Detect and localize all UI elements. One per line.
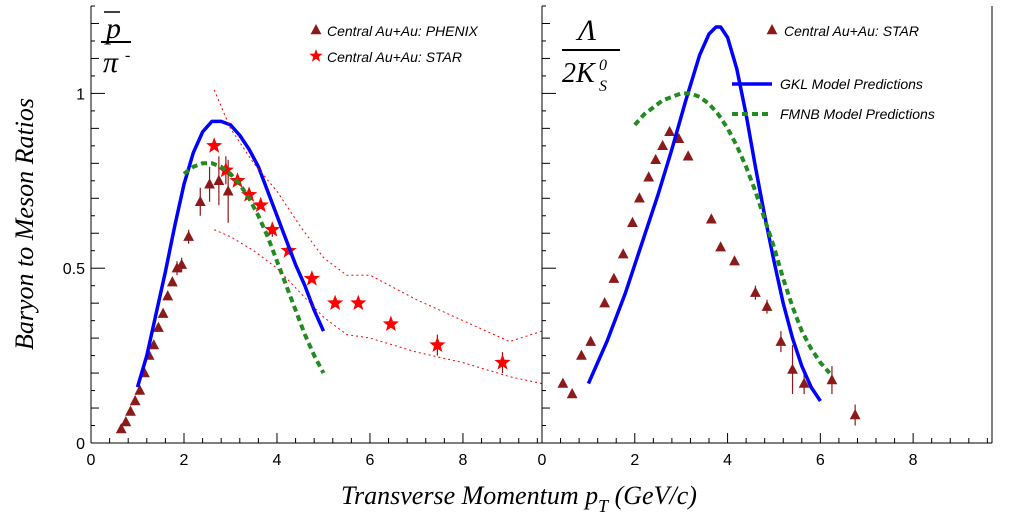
legend-star-au-marker [766,24,778,35]
right-triangle-point [750,286,761,297]
legends: Central Au+Au: PHENIX Central Au+Au: STAR… [309,23,935,122]
left-x-tick-label: 6 [366,452,375,469]
left-triangle-point [129,395,141,406]
right-triangle-point [682,150,694,161]
right-x-tick-label: 0 [538,452,547,469]
right-triangle-point [775,335,787,346]
left-star-point [350,294,367,310]
right-triangle-point [599,297,611,308]
right-x-tick-label: 6 [816,452,825,469]
left-star-point [252,196,269,213]
ratio-numerator: p [104,12,121,45]
left-star-point [327,294,344,310]
left-triangle-point [213,174,225,185]
x-axis-title: Transverse Momentum pT (GeV/c) [341,481,697,516]
legend-phenix-label: Central Au+Au: PHENIX [327,23,478,39]
left-triangle-point [115,423,127,434]
left-triangle-point [194,195,206,206]
ratio-denominator: 2K [562,58,596,89]
left-star-point [264,221,281,237]
left-star-point [382,315,399,331]
right-x-tick-label: 8 [909,452,918,469]
legend-phenix-marker [310,24,322,35]
right-triangle-point [627,216,638,227]
right-triangle-point [729,255,740,266]
left-y-tick-label: 1 [76,86,85,103]
right-triangle-point [650,153,662,165]
left-triangle-point [153,321,164,332]
right-triangle-point [576,349,587,360]
legend-star-label: Central Au+Au: STAR [327,49,462,65]
left-y-tick-label: 0.5 [63,261,85,278]
ratio-denominator: π [103,46,119,79]
ratio-denominator-sub: S [599,78,607,95]
ratio-denominator-sup: 0 [599,57,607,74]
left-triangle-point [166,276,178,287]
right-triangle-point [557,377,569,388]
right-triangle-point [608,272,620,283]
left-systematic-band-line [214,229,543,385]
left-triangle-point [148,339,160,350]
left-panel: 0 2 4 6 8 0 0.5 1 pπ - [63,5,543,469]
legend-gkl-label: GKL Model Predictions [780,76,923,92]
right-panel: 0 2 4 6 8 Λ 2K S 0 [538,5,993,469]
left-triangle-point [125,405,136,416]
left-star-point [217,161,234,178]
right-triangle-point [617,248,629,259]
ratio-numerator: Λ [575,14,596,47]
legend-star-au-label: Central Au+Au: STAR [784,23,919,39]
left-triangle-point [134,384,146,395]
left-ratio-label: pπ - [101,11,131,79]
right-triangle-point [798,377,810,388]
left-star-point [429,336,446,352]
left-x-tick-label: 4 [273,452,282,469]
left-triangle-point [120,416,132,427]
right-gkl-curve [586,25,822,402]
left-triangle-point [183,230,195,241]
left-triangle-point [171,262,183,273]
left-triangle-point [162,290,174,301]
right-triangle-point [634,192,645,203]
right-triangle-point [585,335,597,346]
left-triangle-point [204,178,215,189]
right-triangle-point [664,125,675,137]
right-x-tick-label: 2 [630,452,639,469]
axis-titles: Transverse Momentum pT (GeV/c) Baryon to … [10,98,697,516]
legend-star-marker [309,49,323,62]
right-triangle-point [849,409,861,420]
right-triangle-point [715,241,727,252]
right-triangle-point [657,139,669,151]
right-x-tick-label: 4 [723,452,732,469]
pion-charge: - [125,47,130,64]
right-ratio-label: Λ 2K S 0 [562,14,620,95]
left-triangle-point [157,307,169,318]
left-y-tick-label: 0 [76,436,85,453]
left-x-tick-label: 2 [180,452,189,469]
left-star-point [303,270,320,286]
left-star-point [241,186,258,202]
right-triangle-point [643,171,655,182]
left-x-tick-label: 8 [459,452,468,469]
left-triangle-point [176,258,188,269]
right-triangle-point [761,300,773,311]
left-triangle-point [222,185,234,196]
y-axis-title: Baryon to Meson Ratios [10,98,39,350]
left-systematic-band-line [213,89,543,343]
legend-fmnb-label: FMNB Model Predictions [780,106,935,122]
right-triangle-point [787,363,798,374]
left-star-point [494,354,511,370]
left-fmnb-curve [182,161,326,375]
right-triangle-point [705,213,717,224]
left-x-tick-label: 0 [87,452,96,469]
right-fmnb-curve [633,91,832,375]
left-star-point [206,137,223,153]
left-gkl-curve [135,119,326,388]
right-triangle-point [826,374,838,385]
right-triangle-point [566,388,578,399]
